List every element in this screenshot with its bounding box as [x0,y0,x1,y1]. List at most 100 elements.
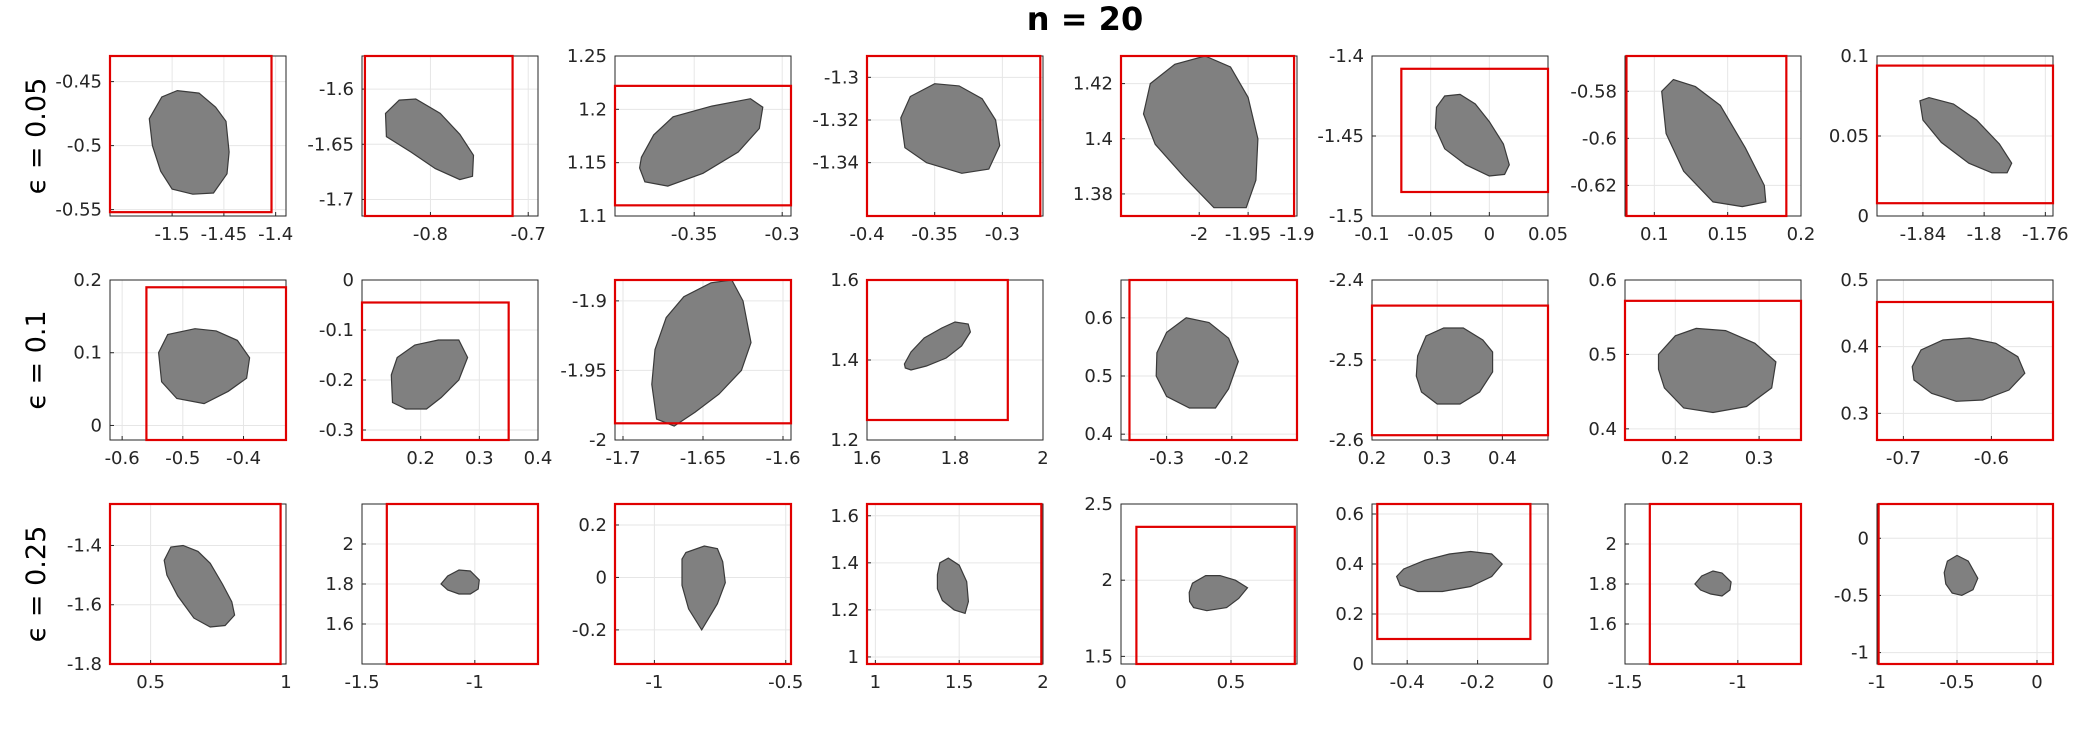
y-tick-label: 0.6 [1335,504,1364,525]
subplot: 0 0.5 1.5 2 2.5 [1084,494,1298,693]
x-tick-label: -0.6 [1974,448,2009,469]
y-tick-label: 0.4 [1335,554,1364,575]
y-tick-label: 1.42 [1073,74,1113,95]
y-tick-label: -1.8 [67,654,102,675]
x-tick-label: 0.2 [406,448,435,469]
y-tick-label: 1.1 [578,206,607,227]
y-tick-label: 0.4 [1840,337,1869,358]
y-tick-label: 1.6 [830,270,859,291]
bounding-box [1625,54,1788,218]
y-tick-label: -1.95 [560,360,607,381]
x-tick-label: 0 [1115,672,1126,693]
row-label: ϵ = 0.05 [21,78,52,195]
y-tick-label: -1.3 [824,67,859,88]
region-polygon [390,339,469,410]
y-tick-label: -1.9 [572,291,607,312]
bounding-box [363,54,514,218]
x-tick-label: 1 [870,672,881,693]
x-tick-label: -1.9 [1279,224,1314,245]
x-tick-label: 0.3 [1423,448,1452,469]
y-tick-label: -1.45 [1317,126,1364,147]
y-tick-label: -0.1 [319,320,354,341]
y-tick-label: -1.6 [67,595,102,616]
x-tick-label: 0.5 [136,672,165,693]
subplot: -1.84 -1.8 -1.76 0 0.05 0.1 [1829,46,2069,245]
x-tick-label: -1.76 [2022,224,2069,245]
y-tick-label: -1.5 [1329,206,1364,227]
subplot: -0.7 -0.6 0.3 0.4 0.5 [1840,270,2055,469]
y-tick-label: -0.6 [1582,128,1617,149]
y-tick-label: -1.32 [812,110,859,131]
y-tick-label: -2.6 [1329,430,1364,451]
x-tick-label: 0 [2031,672,2042,693]
y-tick-label: 0 [596,567,607,588]
x-tick-label: -1.95 [1225,224,1272,245]
x-tick-label: -1.8 [1967,224,2002,245]
region-polygon [157,328,251,405]
subplot: -1 -0.5 -0.2 0 0.2 [572,502,803,693]
x-tick-label: -0.2 [1460,672,1495,693]
region-polygon [1415,327,1494,405]
y-tick-label: 1.4 [830,350,859,371]
subplot: 0.2 0.3 0.4 -0.3 -0.2 -0.1 0 [319,270,552,469]
y-tick-label: 1.6 [830,506,859,527]
x-tick-label: -0.05 [1407,224,1454,245]
region-polygon [148,89,230,195]
y-tick-label: 1.4 [830,553,859,574]
y-tick-label: 1.15 [567,153,607,174]
y-tick-label: -2.4 [1329,270,1364,291]
y-tick-label: -1 [1851,643,1869,664]
region-polygon [1395,550,1504,593]
y-tick-label: -0.5 [67,136,102,157]
x-tick-label: -1.65 [680,448,727,469]
subplot: -0.8 -0.7 -1.7 -1.65 -1.6 [307,54,546,245]
x-tick-label: -0.4 [1390,672,1425,693]
region-polygon [900,83,1001,174]
region-polygon [1943,554,1979,597]
x-tick-label: 0.3 [465,448,494,469]
region-polygon [1155,317,1239,409]
bounding-box [865,54,1042,218]
x-tick-label: 0.15 [1708,224,1748,245]
y-tick-label: 0.6 [1588,270,1617,291]
x-tick-label: 2 [1037,672,1048,693]
y-tick-label: -1.4 [67,535,102,556]
region-polygon [651,279,752,427]
x-tick-label: -1.84 [1900,224,1947,245]
region-polygon [1911,337,2026,402]
subplot: 0.2 0.3 0.4 -2.6 -2.5 -2.4 [1329,270,1550,469]
y-tick-label: -0.3 [319,420,354,441]
row-labels: ϵ = 0.05 ϵ = 0.1 ϵ = 0.25 [21,78,52,643]
y-tick-label: 2.5 [1084,494,1113,515]
y-tick-label: 1.6 [1588,614,1617,635]
subplot: 1.6 1.8 2 1.2 1.4 1.6 [830,270,1048,469]
y-tick-label: -2.5 [1329,350,1364,371]
y-tick-label: -1.65 [307,134,354,155]
region-polygon [1657,327,1777,414]
y-tick-label: 1.8 [1588,574,1617,595]
x-tick-label: 1.8 [941,448,970,469]
y-tick-label: -1.34 [812,153,859,174]
y-tick-label: 1.2 [578,99,607,120]
y-tick-label: -0.45 [55,72,102,93]
subplot: -1.7 -1.65 -1.6 -2 -1.95 -1.9 [560,278,801,469]
subplot: -1.5 -1 1.6 1.8 2 [1588,502,1803,693]
x-tick-label: 0.3 [1745,448,1774,469]
subplot: -1.5 -1 1.6 1.8 2 [325,502,540,693]
x-tick-label: 0.2 [1661,448,1690,469]
bounding-box [613,84,793,207]
x-tick-label: 0.4 [1488,448,1517,469]
x-tick-label: -0.3 [985,224,1020,245]
x-tick-label: -1.5 [344,672,379,693]
bounding-box [1623,299,1803,442]
bounding-box [1370,304,1550,437]
y-tick-label: -2 [589,430,607,451]
bounding-box [108,54,273,214]
x-tick-label: 0.5 [1217,672,1246,693]
bounding-box [613,278,793,425]
subplot: -0.1 -0.05 0 0.05 -1.5 -1.45 -1.4 [1317,46,1568,245]
y-tick-label: 0.3 [1840,403,1869,424]
subplot-grid: -1.5 -1.45 -1.4-0.55-0.5-0.45-0.8 -0.7-1.7-… [55,46,2068,693]
x-tick-label: 1.5 [945,672,974,693]
x-tick-label: 2 [1037,448,1048,469]
